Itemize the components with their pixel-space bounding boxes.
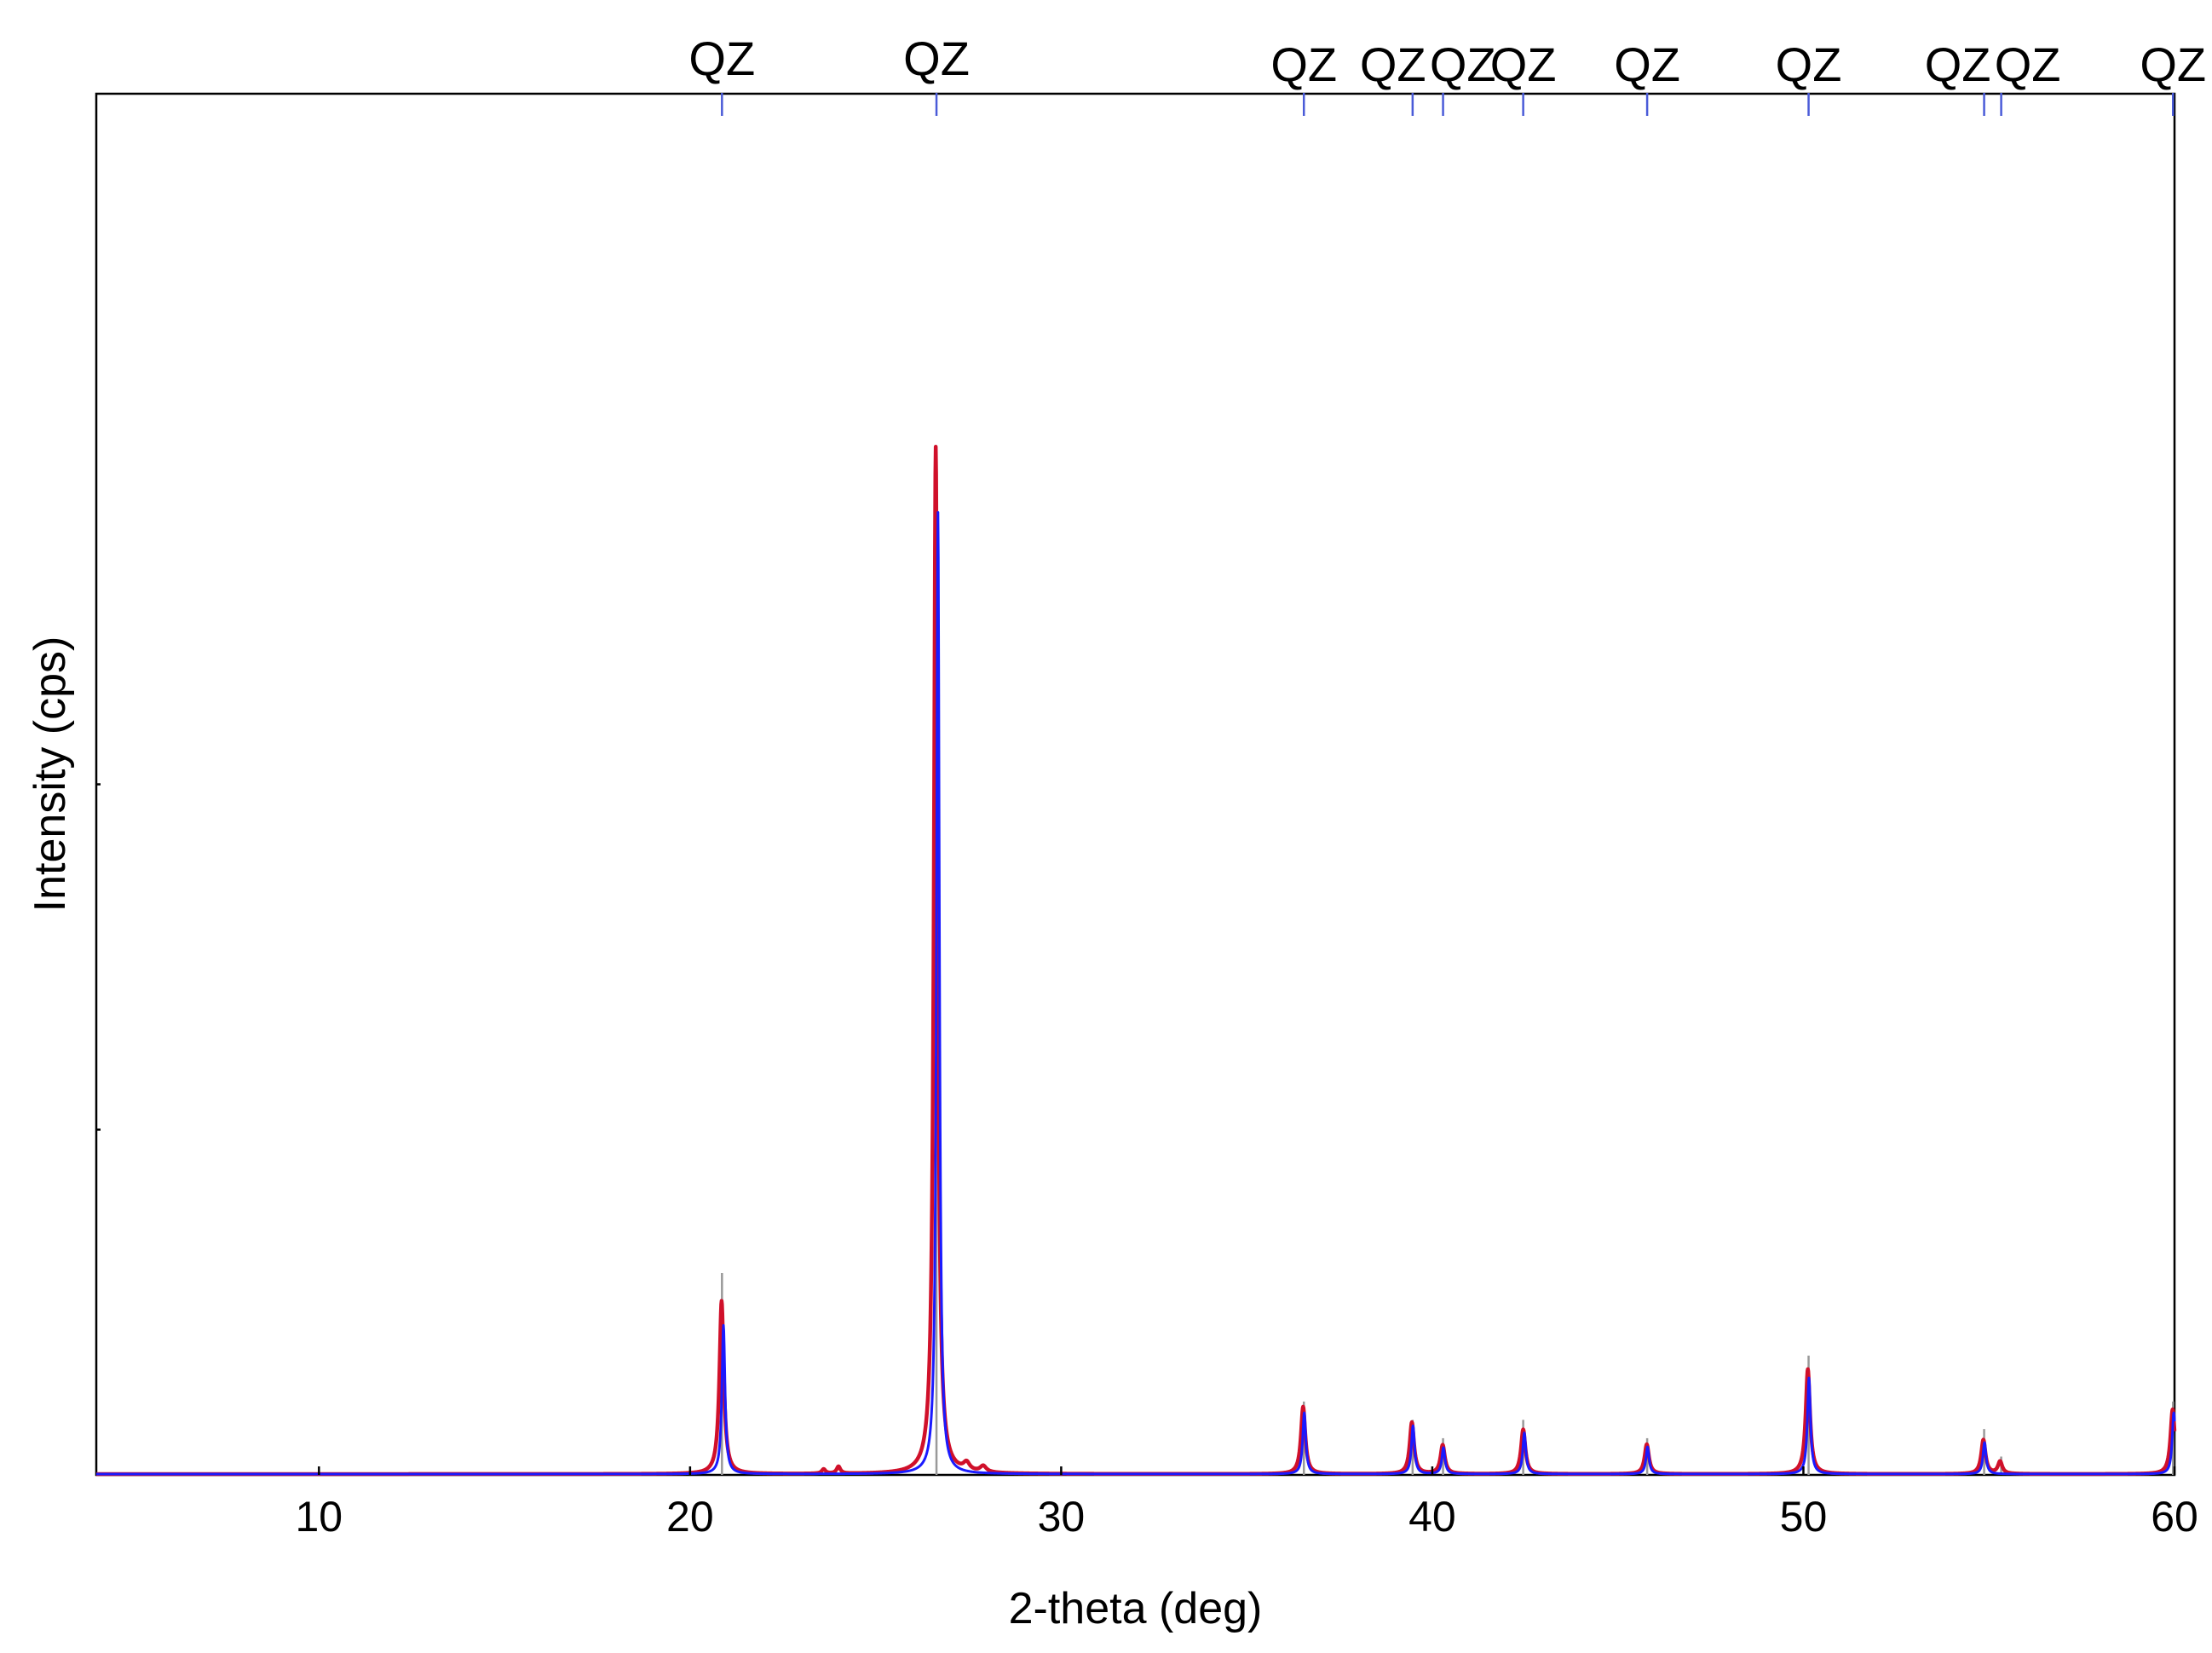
x-tick-label: 50	[1780, 1493, 1828, 1541]
phase-marker-label: QZ	[1995, 37, 2061, 91]
phase-marker-label: QZ	[1614, 37, 1680, 91]
series-group	[95, 445, 2177, 1477]
x-tick-label: 20	[666, 1493, 714, 1541]
calculated-pattern-line	[95, 510, 2176, 1476]
phase-marker-label: QZ	[903, 32, 970, 85]
phase-marker-label: QZ	[1360, 37, 1426, 91]
plot-frame	[95, 92, 2176, 1477]
x-tick-label: 60	[2151, 1493, 2198, 1541]
x-axis-ticks: 10 20 30 40 50 60	[296, 1466, 2198, 1541]
phase-marker-label: QZ	[1270, 37, 1337, 91]
x-tick-label: 30	[1038, 1493, 1086, 1541]
phase-marker-label: QZ	[1776, 37, 1842, 91]
x-tick-label: 40	[1408, 1493, 1456, 1541]
phase-marker-label: QZ	[688, 32, 755, 85]
x-tick-label: 10	[296, 1493, 343, 1541]
x-axis-title: 2-theta (deg)	[1009, 1584, 1263, 1633]
y-axis-title: Intensity (cps)	[26, 636, 75, 913]
y-axis-ticks	[96, 783, 101, 1131]
phase-marker-label: QZ	[2140, 37, 2206, 91]
phase-marker-label: QZ	[1925, 37, 1991, 91]
plot-area	[95, 92, 2177, 1477]
phase-marker-label: QZ	[1490, 37, 1557, 91]
phase-marker-label: QZ	[1430, 37, 1496, 91]
measured-pattern-line	[95, 445, 2177, 1477]
